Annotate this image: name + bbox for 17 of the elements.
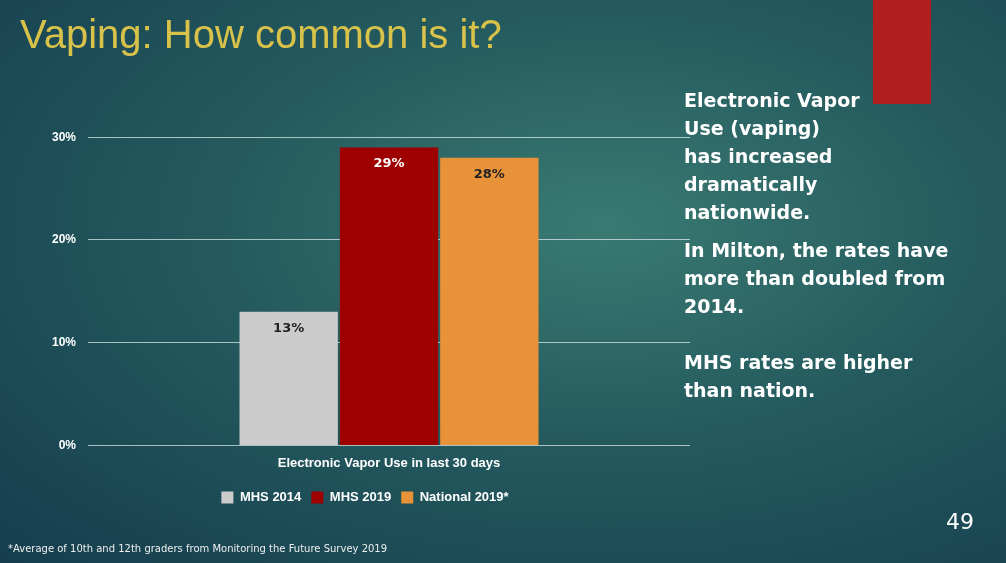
y-tick-label: 10% [51,334,77,349]
y-tick-label: 0% [58,437,77,452]
chart-title: Vaping: How common is it? [20,12,502,57]
legend-label: MHS 2014 [239,489,303,505]
annotation: In Milton, the rates have more than doubled from 2014. [684,238,950,319]
annotation: Electronic Vapor Use (vaping) has increased dramatically nationwide. [684,88,861,225]
legend-label: National 2019* [419,489,510,505]
data-label: 29% [373,155,405,171]
x-tick-label: Electronic Vapor Use in last 30 days [277,454,501,470]
text: 49 [946,508,974,536]
annotation: MHS rates are higher than nation. [684,350,914,403]
legend-label: MHS 2019 [329,489,392,505]
data-label: 13% [273,319,305,335]
data-label: 28% [473,165,505,181]
text: *Average of 10th and 12th graders from Monitoring the Future Survey 2019 [8,543,388,555]
y-tick-label: 30% [51,129,77,144]
y-tick-label: 20% [51,232,77,247]
